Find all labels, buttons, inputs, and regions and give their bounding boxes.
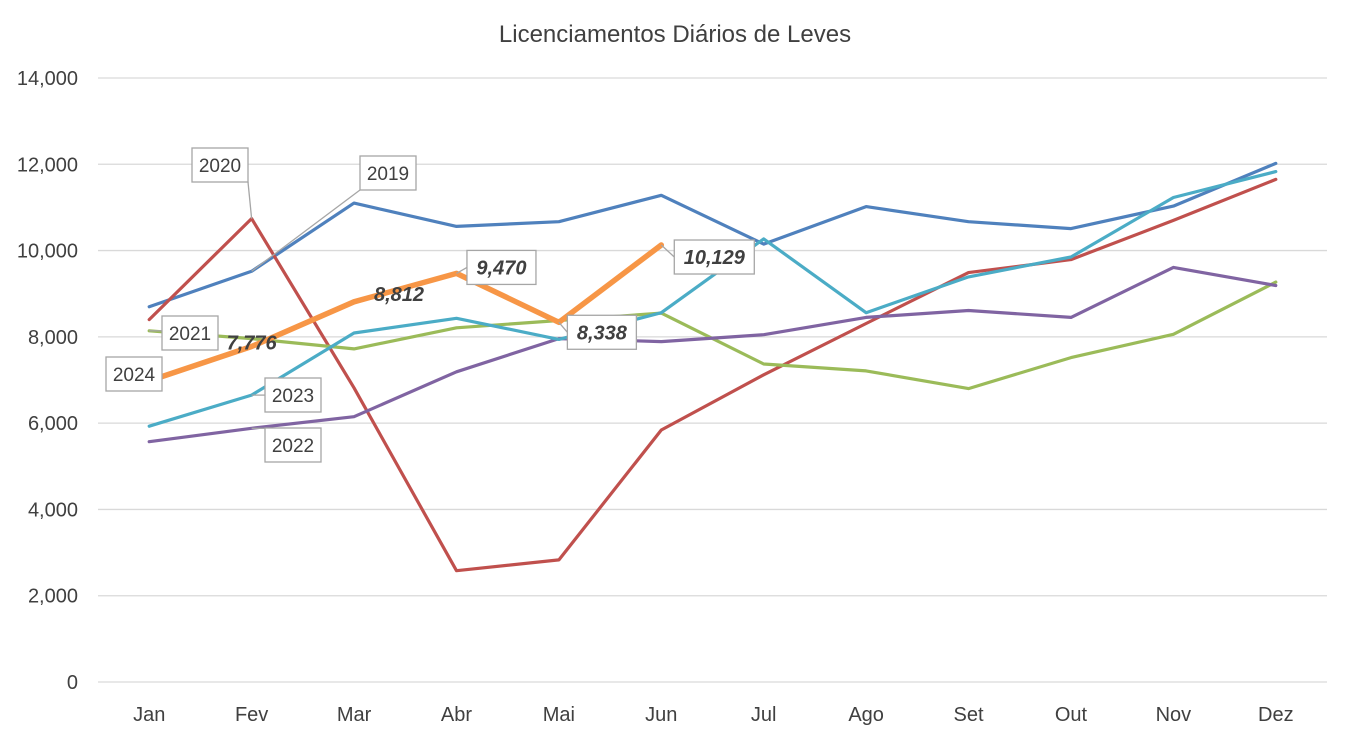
x-tick-label: Out <box>1055 704 1088 726</box>
x-tick-label: Abr <box>441 704 472 726</box>
callout-leader <box>247 181 253 219</box>
series-line-2021 <box>147 280 1278 391</box>
x-tick-label: Ago <box>848 704 884 726</box>
series-callout-2019: 2019 <box>251 155 417 272</box>
data-label-leader <box>456 266 468 275</box>
x-tick-label: Mai <box>543 704 575 726</box>
data-label-2024: 8,812 <box>374 284 424 306</box>
data-label-box <box>466 249 537 286</box>
series-name-label: 2019 <box>367 164 409 185</box>
series-line-2023 <box>147 170 1278 428</box>
y-axis-ticks: 0 2,000 4,000 6,000 8,000 10,000 12,000 14,000 <box>17 68 78 694</box>
y-tick-label: 2,000 <box>28 586 78 608</box>
x-tick-label: Dez <box>1258 704 1294 726</box>
chart-title: Licenciamentos Diários de Leves <box>499 21 851 48</box>
x-tick-label: Jul <box>751 704 777 726</box>
series-callout-2024: 2024 <box>105 356 163 392</box>
data-label-text: 8,338 <box>577 322 628 344</box>
series-lines <box>146 161 1278 573</box>
series-name-label: 2020 <box>199 156 241 177</box>
data-label-2024: 9,470 <box>456 249 537 286</box>
y-tick-label: 12,000 <box>17 154 78 176</box>
series-callout-2020: 2020 <box>191 147 253 219</box>
series-name-label: 2024 <box>113 365 156 386</box>
callout-box <box>264 427 322 463</box>
callout-box <box>191 147 249 183</box>
series-callout-2023: 2023 <box>251 377 322 413</box>
callout-leader <box>251 189 361 272</box>
series-line-2020 <box>147 177 1278 573</box>
x-tick-label: Fev <box>235 704 268 726</box>
data-label-2024: 10,129 <box>660 239 755 275</box>
series-line-2024 <box>146 242 665 384</box>
data-labels: 7,776 8,812 9,470 8,338 10,129 <box>227 239 755 355</box>
data-label-2024: 7,776 <box>227 333 278 355</box>
y-tick-label: 8,000 <box>28 327 78 349</box>
callout-box <box>105 356 163 392</box>
callout-box <box>359 155 417 191</box>
data-label-box <box>566 314 638 350</box>
y-tick-label: 0 <box>67 672 78 694</box>
series-callout-2021: 2021 <box>149 315 219 351</box>
series-callouts: 2019 2020 2021 2022 2023 2024 <box>105 147 417 463</box>
y-tick-label: 6,000 <box>28 413 78 435</box>
data-label-text: 10,129 <box>684 247 746 269</box>
data-label-text: 8,812 <box>374 284 424 306</box>
x-tick-label: Nov <box>1156 704 1192 726</box>
x-tick-label: Mar <box>337 704 372 726</box>
series-name-label: 2023 <box>272 386 314 407</box>
callout-box <box>264 377 322 413</box>
data-label-text: 7,776 <box>227 333 278 355</box>
data-label-text: 9,470 <box>476 257 526 279</box>
callout-box <box>161 315 219 351</box>
series-callout-2022: 2022 <box>251 427 322 463</box>
y-tick-label: 4,000 <box>28 499 78 521</box>
series-name-label: 2021 <box>169 324 211 345</box>
data-label-leader <box>660 244 675 258</box>
x-tick-label: Jun <box>645 704 677 726</box>
series-name-label: 2022 <box>272 436 314 457</box>
data-label-box <box>673 239 755 275</box>
series-line-2022 <box>147 265 1278 444</box>
data-label-2024: 8,338 <box>558 314 638 350</box>
x-tick-label: Set <box>954 704 984 726</box>
y-tick-label: 14,000 <box>17 68 78 90</box>
data-label-leader <box>558 321 568 333</box>
series-line-2019 <box>147 161 1278 309</box>
y-tick-label: 10,000 <box>17 241 78 263</box>
x-tick-label: Jan <box>133 704 165 726</box>
x-axis-ticks: Jan Fev Mar Abr Mai Jun Jul Ago Set Out Nov Dez <box>133 704 1293 726</box>
